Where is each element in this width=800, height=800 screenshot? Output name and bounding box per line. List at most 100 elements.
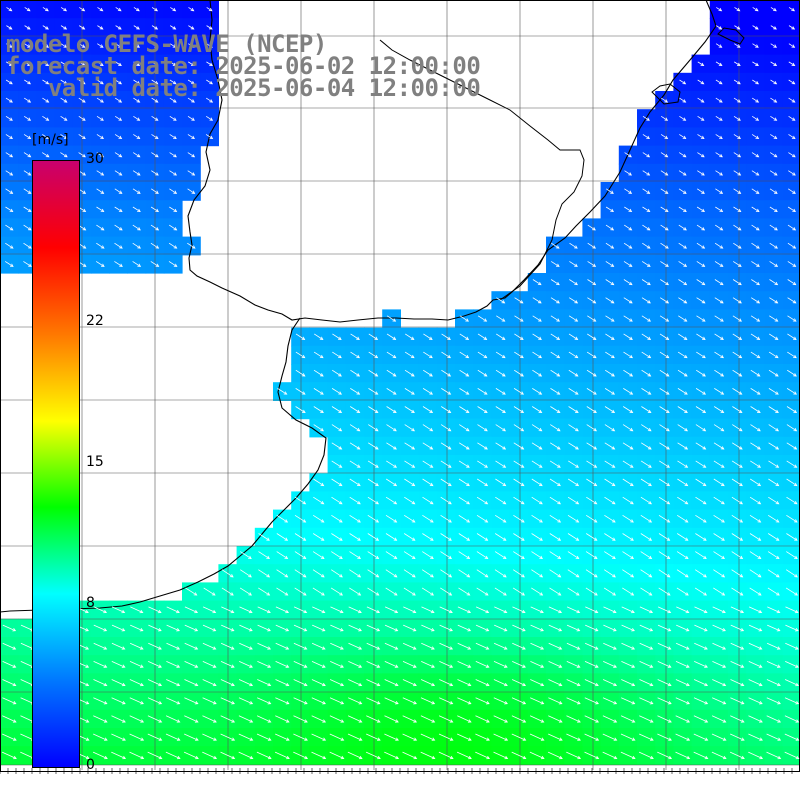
wind-arrow [2, 642, 17, 650]
wind-arrow [313, 424, 325, 432]
wind-arrow [566, 697, 581, 705]
wind-arrow [548, 679, 563, 687]
wind-arrow [475, 642, 490, 650]
wind-arrow [438, 751, 454, 760]
wind-arrow [712, 679, 727, 687]
wind-arrow [766, 751, 782, 760]
wind-arrow [512, 624, 526, 632]
wind-arrow [2, 679, 17, 687]
wind-arrow [787, 188, 796, 194]
wind-arrow [187, 115, 195, 121]
wind-arrow [386, 388, 397, 395]
wind-arrow [295, 369, 306, 377]
wind-arrow [567, 533, 580, 541]
wind-arrow [748, 661, 763, 668]
wind-arrow [457, 661, 472, 668]
wind-arrow [349, 514, 361, 523]
wind-arrow [639, 679, 654, 687]
wind-arrow [677, 369, 688, 377]
wind-arrow [493, 642, 508, 650]
wind-arrow [784, 733, 800, 741]
wind-arrow [730, 606, 745, 614]
wind-arrow [623, 315, 633, 322]
wind-arrow [495, 388, 506, 395]
wind-arrow [295, 388, 306, 395]
wind-arrow [420, 697, 436, 705]
wind-arrow [202, 661, 217, 668]
wind-cell [782, 127, 800, 147]
wind-arrow [659, 388, 670, 395]
wind-arrow [751, 188, 760, 194]
wind-arrow [641, 315, 651, 322]
wind-arrow [786, 551, 798, 560]
wind-arrow [133, 97, 141, 103]
wind-arrow [767, 533, 780, 541]
wind-arrow [274, 751, 290, 760]
wind-arrow [168, 242, 178, 249]
wind-arrow [770, 25, 777, 30]
wind-arrow [568, 424, 579, 432]
wind-arrow [24, 61, 31, 66]
wind-arrow [493, 715, 509, 723]
wind-arrow [696, 315, 706, 322]
wind-arrow [585, 606, 599, 614]
wind-arrow [531, 587, 544, 596]
wind-arrow [2, 661, 17, 668]
wind-arrow [421, 587, 434, 596]
wind-arrow [530, 661, 545, 668]
wind-arrow [367, 551, 380, 560]
wind-arrow [422, 460, 434, 468]
wind-arrow [349, 442, 361, 450]
wind-arrow [129, 751, 145, 760]
wind-arrow [693, 715, 709, 723]
wind-arrow [202, 679, 217, 687]
wind-cell [782, 436, 800, 456]
wind-arrow [639, 606, 654, 614]
wind-arrow [475, 624, 490, 632]
wind-arrow [147, 697, 163, 705]
wind-arrow [42, 115, 50, 121]
title-valid-date: valid date: 2025-06-04 12:00:00 [6, 74, 481, 102]
wind-arrow [568, 315, 579, 322]
wind-arrow [751, 242, 760, 249]
wind-arrow [531, 424, 543, 432]
wind-arrow [677, 496, 689, 505]
wind-arrow [695, 406, 707, 413]
wind-arrow [675, 679, 690, 687]
wind-arrow [329, 733, 345, 741]
wind-arrow [550, 297, 560, 304]
wind-arrow [513, 478, 525, 487]
wind-arrow [313, 333, 324, 340]
wind-arrow [386, 442, 397, 450]
wind-arrow [93, 733, 108, 741]
wind-arrow [696, 333, 706, 340]
wind-arrow [438, 733, 454, 741]
wind-arrow [23, 97, 32, 103]
wind-arrow [694, 606, 708, 614]
wind-arrow [532, 297, 542, 304]
wind-arrow [476, 514, 489, 523]
wind-arrow [713, 442, 725, 450]
wind-arrow [404, 333, 415, 340]
wind-arrow [23, 242, 32, 249]
wind-arrow [712, 661, 727, 668]
wind-arrow [385, 496, 398, 505]
wind-arrow [184, 606, 199, 614]
wind-arrow [475, 661, 490, 668]
wind-arrow [60, 97, 68, 103]
wind-arrow [439, 606, 453, 614]
wind-arrow [641, 297, 651, 304]
wind-arrow [293, 642, 308, 650]
wind-arrow [585, 514, 598, 523]
wind-arrow [78, 152, 86, 158]
wind-arrow [676, 533, 689, 541]
wind-arrow [622, 533, 634, 541]
wind-arrow [770, 79, 778, 85]
wind-arrow [605, 206, 614, 213]
wind-arrow [767, 569, 780, 578]
wind-arrow [166, 642, 181, 650]
wind-arrow [349, 533, 361, 541]
wind-arrow [786, 533, 798, 541]
wind-arrow [677, 442, 689, 450]
wind-arrow [715, 134, 723, 140]
